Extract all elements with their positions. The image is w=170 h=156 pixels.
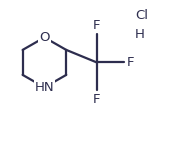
Text: O: O [39,31,50,44]
Text: Cl: Cl [135,9,148,22]
Text: H: H [135,28,145,41]
Text: HN: HN [35,81,54,94]
Text: F: F [126,56,134,69]
Text: F: F [93,19,100,32]
Text: F: F [93,93,100,106]
